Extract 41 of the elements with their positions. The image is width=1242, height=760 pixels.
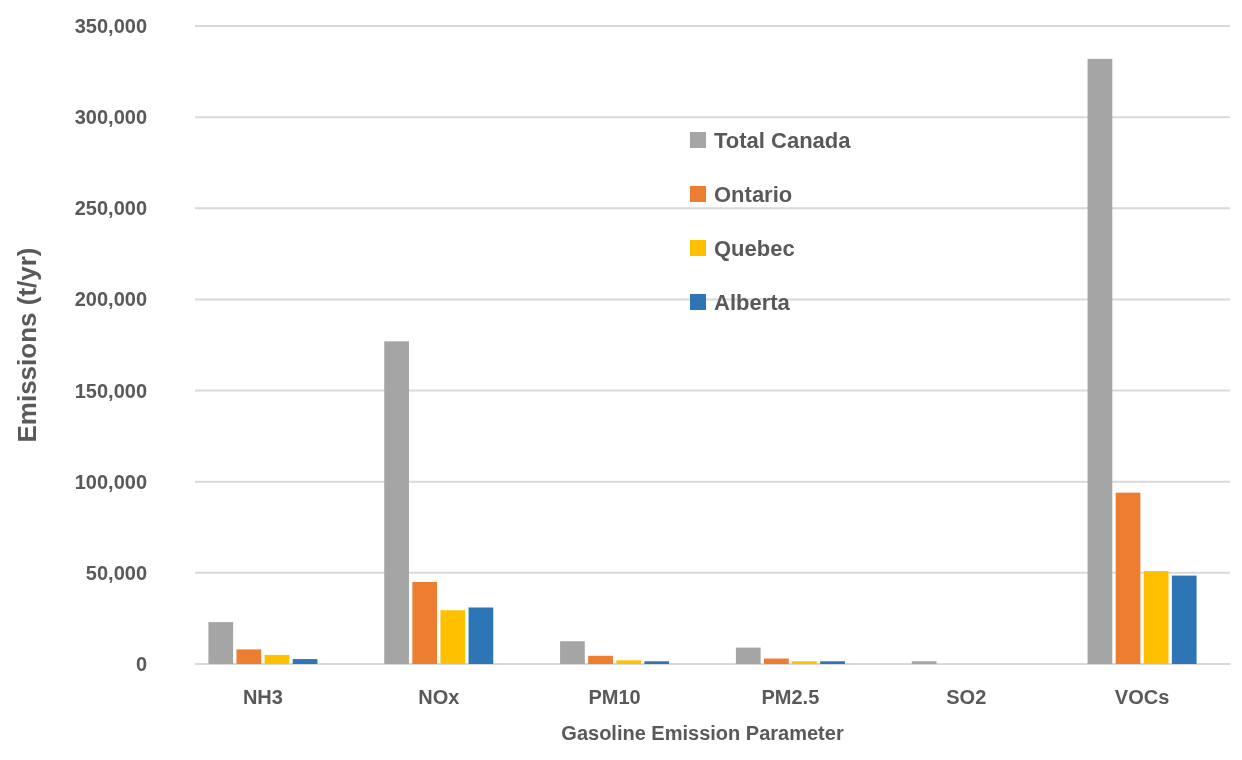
x-tick-label: PM10 — [588, 686, 641, 708]
bar — [264, 654, 290, 664]
bar — [208, 622, 234, 664]
x-tick-label: NOx — [418, 686, 460, 708]
y-tick-label: 50,000 — [85, 561, 147, 584]
y-axis-title: Emissions (t/yr) — [12, 247, 42, 443]
bar — [588, 655, 613, 664]
y-tick-label: 150,000 — [74, 379, 147, 402]
bar — [764, 658, 789, 664]
x-tick-label: PM2.5 — [761, 686, 820, 708]
y-tick-label: 100,000 — [74, 470, 147, 493]
bar — [616, 660, 641, 664]
bar — [560, 641, 585, 664]
bar — [236, 649, 262, 664]
x-tick-label: NH3 — [242, 686, 283, 708]
y-tick-label: 350,000 — [74, 15, 147, 37]
bar — [1087, 58, 1113, 664]
bar — [1115, 492, 1141, 664]
x-tick-label: VOCs — [1114, 686, 1170, 708]
y-tick-label: 0 — [135, 653, 147, 675]
legend-label: Total Canada — [714, 127, 852, 153]
y-tick-label: 200,000 — [74, 288, 147, 311]
bar — [735, 647, 761, 664]
bar — [468, 607, 494, 664]
bar — [440, 610, 466, 664]
bar — [911, 661, 937, 664]
x-axis-title: Gasoline Emission Parameter — [561, 722, 844, 744]
x-tick-label: SO2 — [946, 686, 987, 708]
y-tick-label: 250,000 — [74, 197, 147, 220]
legend-label: Quebec — [714, 235, 795, 261]
legend-label: Ontario — [714, 181, 793, 207]
bar — [1143, 571, 1169, 664]
bar — [384, 341, 409, 664]
bar — [412, 581, 438, 664]
bar — [644, 661, 670, 664]
bar — [1171, 575, 1197, 664]
y-tick-label: 300,000 — [74, 106, 147, 129]
bar — [292, 659, 318, 664]
bar — [820, 661, 845, 664]
legend-label: Alberta — [714, 289, 791, 315]
bar — [792, 661, 817, 664]
